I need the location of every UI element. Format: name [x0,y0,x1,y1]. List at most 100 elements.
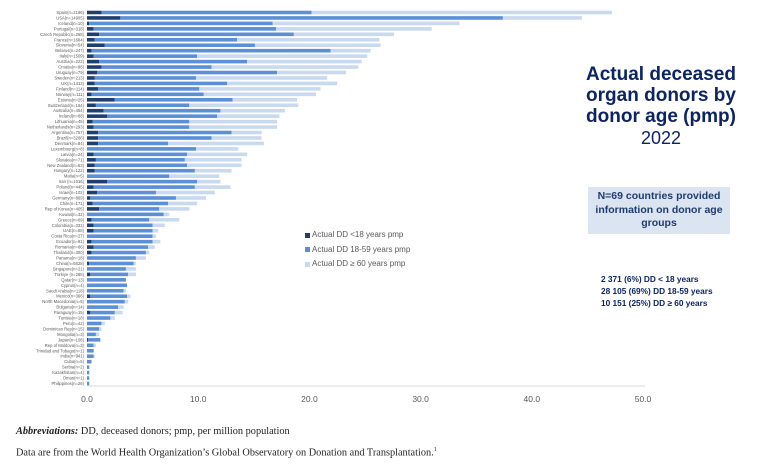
source-reference: 1 [433,447,437,453]
category-label: Norway(n=111) [56,92,85,97]
bar-segment-18-59 [90,310,115,315]
bar-segment-18-59 [87,348,94,353]
category-label: Iran (n=1016) [59,179,85,184]
bar-segment-60plus [125,267,136,271]
category-label: USA(n=14905) [56,15,84,20]
chart-title-main: Actual deceased organ donors by donor ag… [586,64,736,127]
category-label: Germany(n=869) [52,196,84,201]
bar-segment-18-59 [87,376,90,380]
category-label: Spain(n=2196) [56,10,84,15]
category-label: Rep of Korea(n=405) [45,206,85,211]
bar-segment-18-59 [91,92,204,97]
category-label: New Zealand(n=63) [47,163,84,168]
bar-segment-18-59 [87,234,153,238]
category-label: Paraguay(n=15) [54,310,85,315]
category-label: Israel(n=102) [59,190,84,195]
legend-item-60plus: Actual DD ≥ 60 years pmp [305,257,410,272]
bar-segment-60plus [330,48,371,53]
bar-segment-18-59 [94,37,238,42]
bar-segment-18-59 [114,97,233,102]
bar-segment-18-59 [88,338,101,342]
category-label: Trinidad and Tobago(n=1) [36,348,84,353]
bar-segment-18-59 [87,327,100,331]
bar-segment-18-59 [103,108,221,113]
bar-segment-18-59 [99,207,160,211]
chart-title: Actual deceased organ donors by donor ag… [556,64,766,149]
x-tick-label: 10.0 [190,394,207,404]
category-label: Malta(n=5) [64,174,85,179]
bar-segment-under18 [87,92,92,97]
category-label: Mexico(n=366) [56,294,84,299]
bar-segment-under18 [87,21,90,26]
category-label: Switzerland(n=164) [48,103,85,108]
bar-segment-60plus [145,250,150,255]
bar-segment-under18 [87,201,93,206]
bar-segment-18-59 [101,65,212,69]
category-label: Poland(n=445) [56,185,84,190]
bar-segment-18-59 [91,48,331,53]
category-label: Thailand(n=300) [53,250,84,255]
bar-segment-under18 [87,223,94,228]
bar-segment-18-59 [87,321,102,326]
category-label: Japan(n=108) [58,337,85,342]
category-label: Peru(n=42) [63,321,85,326]
category-label: Denmark(n=84) [55,141,85,146]
bar-segment-60plus [211,65,359,69]
category-label: Lithuania(n=45) [55,119,85,124]
category-label: Slovenia(n=54) [56,43,85,48]
category-label: UAE(n=58) [63,228,84,233]
bar-segment-18-59 [93,245,149,249]
bar-segment-under18 [87,65,102,69]
legend-label-18-59: Actual DD 18-59 years pmp [312,244,411,254]
bar-segment-60plus [189,103,299,108]
bar-segment-18-59 [98,136,212,140]
bar-segment-60plus [168,201,198,206]
bar-segment-under18 [87,185,94,189]
bar-segment-60plus [232,97,298,102]
bar-segment-18-59 [87,343,94,348]
bar-segment-60plus [93,343,96,348]
bar-segment-18-59 [90,294,128,299]
bar-segment-18-59 [93,152,188,157]
bar-segment-under18 [87,119,93,124]
category-label: Cyprus(n=4) [61,283,85,288]
bar-segment-under18 [87,168,95,173]
bar-segment-18-59 [87,305,119,309]
bar-segment-60plus [127,294,131,299]
stacked-bar-chart: Spain(n=2196)USA(n=14905)Iceland(n=10)Po… [36,10,651,404]
bar-segment-under18 [87,152,94,157]
category-label: Philippines(n=26) [52,381,85,386]
stat-60plus: 10 151 (25%) DD ≥ 60 years [601,298,708,308]
bar-segment-18-59 [93,185,195,189]
bar-segment-under18 [87,103,96,108]
bar-segment-60plus [272,21,460,26]
bar-segment-under18 [87,114,108,118]
bar-segment-60plus [195,147,239,151]
category-label: Cuba(n=5) [64,359,85,364]
bar-segment-under18 [87,196,91,200]
bar-segment-under18 [87,27,94,31]
bar-segment-under18 [87,190,98,195]
bar-segment-60plus [203,92,317,97]
bar-segment-60plus [152,234,156,238]
bar-segment-60plus [247,59,362,64]
stat-under18: 2 371 (6%) DD < 18 years [601,274,699,284]
bar-segment-18-59 [87,147,196,151]
bar-segment-under18 [87,54,94,58]
category-label: Panama(n=18) [56,256,84,261]
category-label: Uruguay(n=79) [56,70,85,75]
bar-segment-18-59 [91,218,150,222]
category-label: Netherlands(n=293) [47,125,85,130]
category-label: Hungary(n=122) [54,168,85,173]
category-label: Brazil(n=3266) [57,135,85,140]
bar-segment-60plus [95,332,100,337]
category-label: Türkiye (n=288) [55,272,85,277]
bar-segment-60plus [152,228,159,233]
abbreviations-text: DD, deceased donors; pmp, per million po… [78,426,290,437]
bar-segment-60plus [124,299,129,304]
category-label: Portugal(n=318) [54,26,85,31]
bar-segment-60plus [220,108,285,113]
stat-18-59: 28 105 (69%) DD 18-59 years [601,286,713,296]
bar-segment-under18 [87,141,99,146]
bar-segment-18-59 [93,228,153,233]
